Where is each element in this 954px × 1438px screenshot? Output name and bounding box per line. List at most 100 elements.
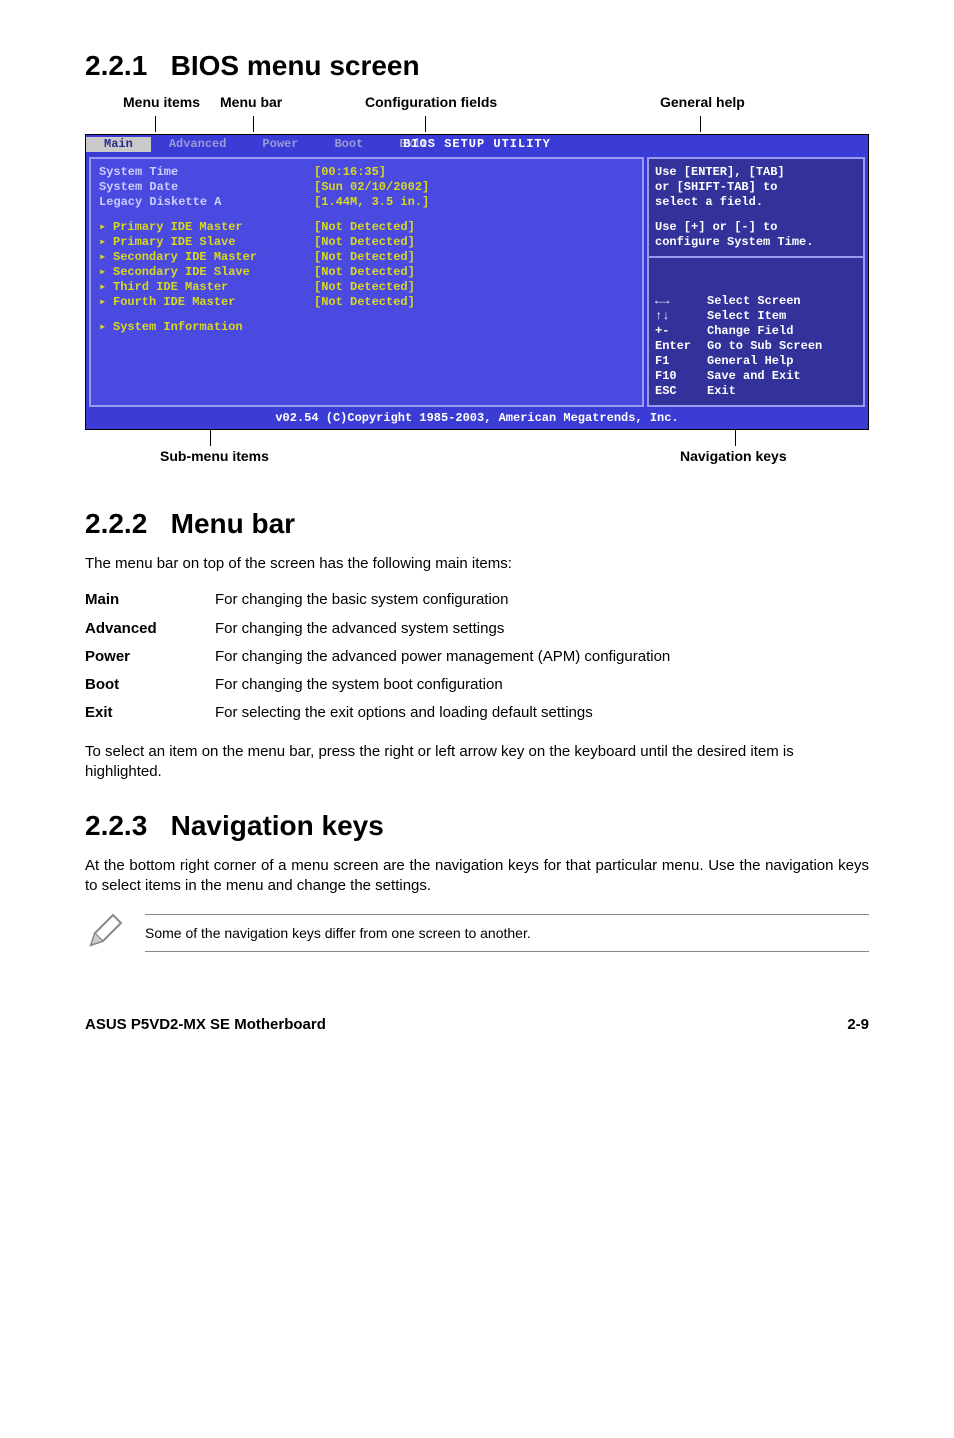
nav-key: ←→ (655, 294, 707, 309)
bios-right-pane: Use [ENTER], [TAB] or [SHIFT-TAB] to sel… (647, 157, 865, 407)
nav-row: F1General Help (655, 354, 857, 369)
bios-row-system-time[interactable]: System Time [00:16:35] (99, 165, 634, 180)
nav-desc: Change Field (707, 324, 793, 339)
note-box: Some of the navigation keys differ from … (85, 911, 869, 956)
bios-submenu-label: System Information (113, 320, 243, 335)
section-heading-1: 2.2.1 BIOS menu screen (85, 50, 869, 82)
bios-tab-boot[interactable]: Boot (316, 137, 381, 152)
bios-submenu-primary-ide-slave[interactable]: ▸ Primary IDE Slave [Not Detected] (99, 235, 634, 250)
nav-key: ESC (655, 384, 707, 399)
triangle-icon: ▸ (99, 320, 113, 335)
nav-desc: General Help (707, 354, 793, 369)
footer-right: 2-9 (847, 1016, 869, 1033)
nav-desc: Select Screen (707, 294, 801, 309)
nav-desc: Go to Sub Screen (707, 339, 822, 354)
bios-submenu-label: Primary IDE Master (113, 220, 314, 235)
bios-row-system-date[interactable]: System Date [Sun 02/10/2002] (99, 180, 634, 195)
bios-val: [1.44M, 3.5 in.] (314, 195, 429, 210)
bios-val: [00:16:35] (314, 165, 386, 180)
section-title: BIOS menu screen (171, 50, 420, 81)
nav-key: F1 (655, 354, 707, 369)
note-text: Some of the navigation keys differ from … (145, 914, 869, 952)
bios-key: Legacy Diskette A (99, 195, 314, 210)
bios-help-box: Use [ENTER], [TAB] or [SHIFT-TAB] to sel… (647, 157, 865, 258)
nav-desc: Save and Exit (707, 369, 801, 384)
def-val: For selecting the exit options and loadi… (215, 699, 670, 727)
menubar-intro: The menu bar on top of the screen has th… (85, 554, 869, 574)
nav-desc: Exit (707, 384, 736, 399)
nav-key: F10 (655, 369, 707, 384)
spacer (655, 210, 857, 220)
def-val: For changing the advanced power manageme… (215, 643, 670, 671)
bios-left-pane: System Time [00:16:35] System Date [Sun … (89, 157, 644, 407)
table-row: MainFor changing the basic system config… (85, 586, 670, 614)
tick (155, 116, 156, 132)
section-heading-2: 2.2.2 Menu bar (85, 508, 869, 540)
triangle-icon: ▸ (99, 265, 113, 280)
menubar-outro: To select an item on the menu bar, press… (85, 742, 869, 783)
bios-tab-power[interactable]: Power (244, 137, 316, 152)
bios-val: [Not Detected] (314, 235, 415, 250)
bios-screenshot: BIOS SETUP UTILITY Main Advanced Power B… (85, 134, 869, 430)
bios-row-legacy-diskette[interactable]: Legacy Diskette A [1.44M, 3.5 in.] (99, 195, 634, 210)
label-submenu-items: Sub-menu items (160, 448, 269, 464)
bios-submenu-primary-ide-master[interactable]: ▸ Primary IDE Master [Not Detected] (99, 220, 634, 235)
section-num: 2.2.2 (85, 508, 147, 539)
help-line: Use [ENTER], [TAB] (655, 165, 857, 180)
bios-submenu-fourth-ide-master[interactable]: ▸ Fourth IDE Master [Not Detected] (99, 295, 634, 310)
tick (700, 116, 701, 132)
table-row: PowerFor changing the advanced power man… (85, 643, 670, 671)
bios-submenu-label: Fourth IDE Master (113, 295, 314, 310)
bios-submenu-secondary-ide-master[interactable]: ▸ Secondary IDE Master [Not Detected] (99, 250, 634, 265)
nav-key: ↑↓ (655, 309, 707, 324)
spacer (99, 310, 634, 320)
bios-val: [Not Detected] (314, 295, 415, 310)
bios-nav-box: ←→Select Screen ↑↓Select Item +-Change F… (647, 258, 865, 407)
spacer (655, 264, 857, 294)
bios-submenu-secondary-ide-slave[interactable]: ▸ Secondary IDE Slave [Not Detected] (99, 265, 634, 280)
definitions-table: MainFor changing the basic system config… (85, 586, 670, 727)
nav-key: Enter (655, 339, 707, 354)
help-line: select a field. (655, 195, 857, 210)
label-menu-items: Menu items (123, 94, 200, 110)
bottom-label-row: Sub-menu items Navigation keys (85, 448, 869, 468)
help-line: Use [+] or [-] to (655, 220, 857, 235)
bios-tab-main[interactable]: Main (86, 137, 151, 152)
bios-val: [Not Detected] (314, 220, 415, 235)
bios-submenu-label: Secondary IDE Slave (113, 265, 314, 280)
nav-row: F10Save and Exit (655, 369, 857, 384)
table-row: ExitFor selecting the exit options and l… (85, 699, 670, 727)
section-num: 2.2.3 (85, 810, 147, 841)
bios-val: [Not Detected] (314, 280, 415, 295)
bios-val: [Not Detected] (314, 250, 415, 265)
nav-desc: Select Item (707, 309, 786, 324)
bios-tab-advanced[interactable]: Advanced (151, 137, 245, 152)
section-title: Menu bar (171, 508, 295, 539)
bottom-tick-row (85, 430, 869, 448)
nav-row: ↑↓Select Item (655, 309, 857, 324)
section-num: 2.2.1 (85, 50, 147, 81)
help-line: configure System Time. (655, 235, 857, 250)
def-key: Boot (85, 671, 215, 699)
tick (210, 430, 211, 446)
def-key: Advanced (85, 615, 215, 643)
help-line: or [SHIFT-TAB] to (655, 180, 857, 195)
nav-row: ←→Select Screen (655, 294, 857, 309)
bios-val: [Sun 02/10/2002] (314, 180, 429, 195)
bios-val: [Not Detected] (314, 265, 415, 280)
tick (425, 116, 426, 132)
bios-body: System Time [00:16:35] System Date [Sun … (86, 154, 868, 410)
def-val: For changing the basic system configurat… (215, 586, 670, 614)
bios-title: BIOS SETUP UTILITY (403, 137, 551, 152)
top-label-row: Menu items Menu bar Configuration fields… (85, 94, 869, 114)
bios-submenu-third-ide-master[interactable]: ▸ Third IDE Master [Not Detected] (99, 280, 634, 295)
triangle-icon: ▸ (99, 280, 113, 295)
label-navigation-keys: Navigation keys (680, 448, 787, 464)
navkeys-text: At the bottom right corner of a menu scr… (85, 856, 869, 897)
nav-row: ESCExit (655, 384, 857, 399)
bios-submenu-system-information[interactable]: ▸ System Information (99, 320, 634, 335)
top-tick-row (85, 116, 869, 134)
bios-submenu-label: Secondary IDE Master (113, 250, 314, 265)
def-val: For changing the system boot configurati… (215, 671, 670, 699)
nav-row: +-Change Field (655, 324, 857, 339)
